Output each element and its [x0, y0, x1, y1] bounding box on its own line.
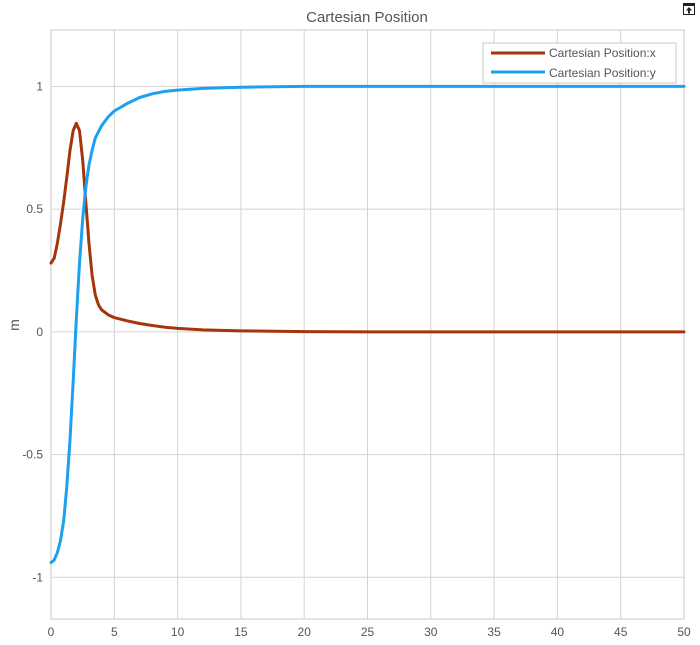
x-tick-label: 40 — [551, 625, 565, 639]
y-tick-label: -0.5 — [22, 448, 43, 462]
chart-title: Cartesian Position — [306, 9, 428, 26]
legend-label-y: Cartesian Position:y — [549, 66, 656, 80]
x-tick-label: 15 — [234, 625, 248, 639]
series-line-x — [49, 121, 686, 334]
x-tick-label: 0 — [48, 625, 55, 639]
grid — [51, 30, 684, 619]
y-axis-label: m — [6, 319, 22, 331]
x-tick-label: 35 — [487, 625, 501, 639]
x-tick-label: 30 — [424, 625, 438, 639]
legend[interactable]: Cartesian Position:x Cartesian Position:… — [482, 42, 677, 84]
x-tick-label: 20 — [298, 625, 312, 639]
y-axis: -1 -0.5 0 0.5 1 — [22, 79, 43, 584]
y-tick-label: 0 — [36, 325, 43, 339]
undock-arrow-icon — [684, 4, 694, 14]
y-tick-label: -1 — [32, 570, 43, 584]
x-tick-label: 10 — [171, 625, 185, 639]
undock-button[interactable] — [683, 3, 695, 15]
y-tick-label: 0.5 — [26, 202, 43, 216]
x-tick-label: 25 — [361, 625, 375, 639]
legend-box — [482, 42, 677, 84]
x-tick-label: 50 — [677, 625, 691, 639]
x-tick-label: 45 — [614, 625, 628, 639]
series-line-y — [49, 84, 686, 565]
x-tick-label: 5 — [111, 625, 118, 639]
series-lines — [49, 84, 686, 565]
x-axis: 0 5 10 15 20 25 30 35 40 45 50 — [48, 625, 691, 639]
legend-label-x: Cartesian Position:x — [549, 46, 656, 60]
y-tick-label: 1 — [36, 79, 43, 93]
